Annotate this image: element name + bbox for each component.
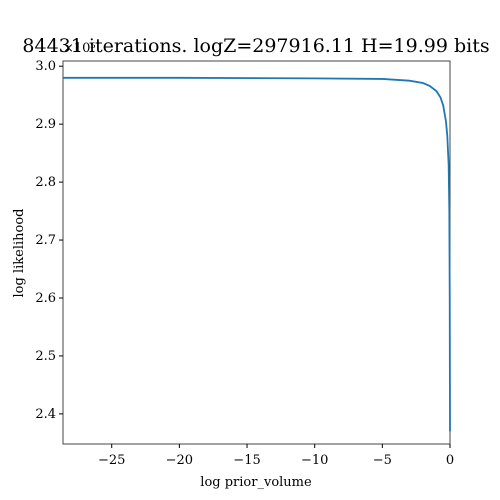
y-tick-label: 3.0 [35,59,56,74]
y-tick-label: 2.4 [35,407,56,422]
y-tick-label: 2.6 [35,291,56,306]
y-tick-label: 2.5 [35,349,56,364]
y-tick-label: 2.8 [35,175,56,190]
x-axis-label: log prior_volume [200,475,312,490]
x-tick-label: −15 [233,453,260,468]
axes-frame [62,60,451,445]
chart-title: 84431 iterations. logZ=297916.11 H=19.99… [22,35,489,57]
x-tick-label: 0 [446,453,454,468]
x-tick-label: −20 [166,453,193,468]
line [63,76,451,432]
y-tick-label: 2.7 [35,233,56,248]
y-axis-label: log likelihood [12,209,27,298]
x-tick-label: −5 [373,453,392,468]
x-tick-label: −10 [301,453,328,468]
y-tick-label: 2.9 [35,117,56,132]
x-tick-label: −25 [98,453,125,468]
y-offset-label: ×10⁵ [63,41,96,56]
